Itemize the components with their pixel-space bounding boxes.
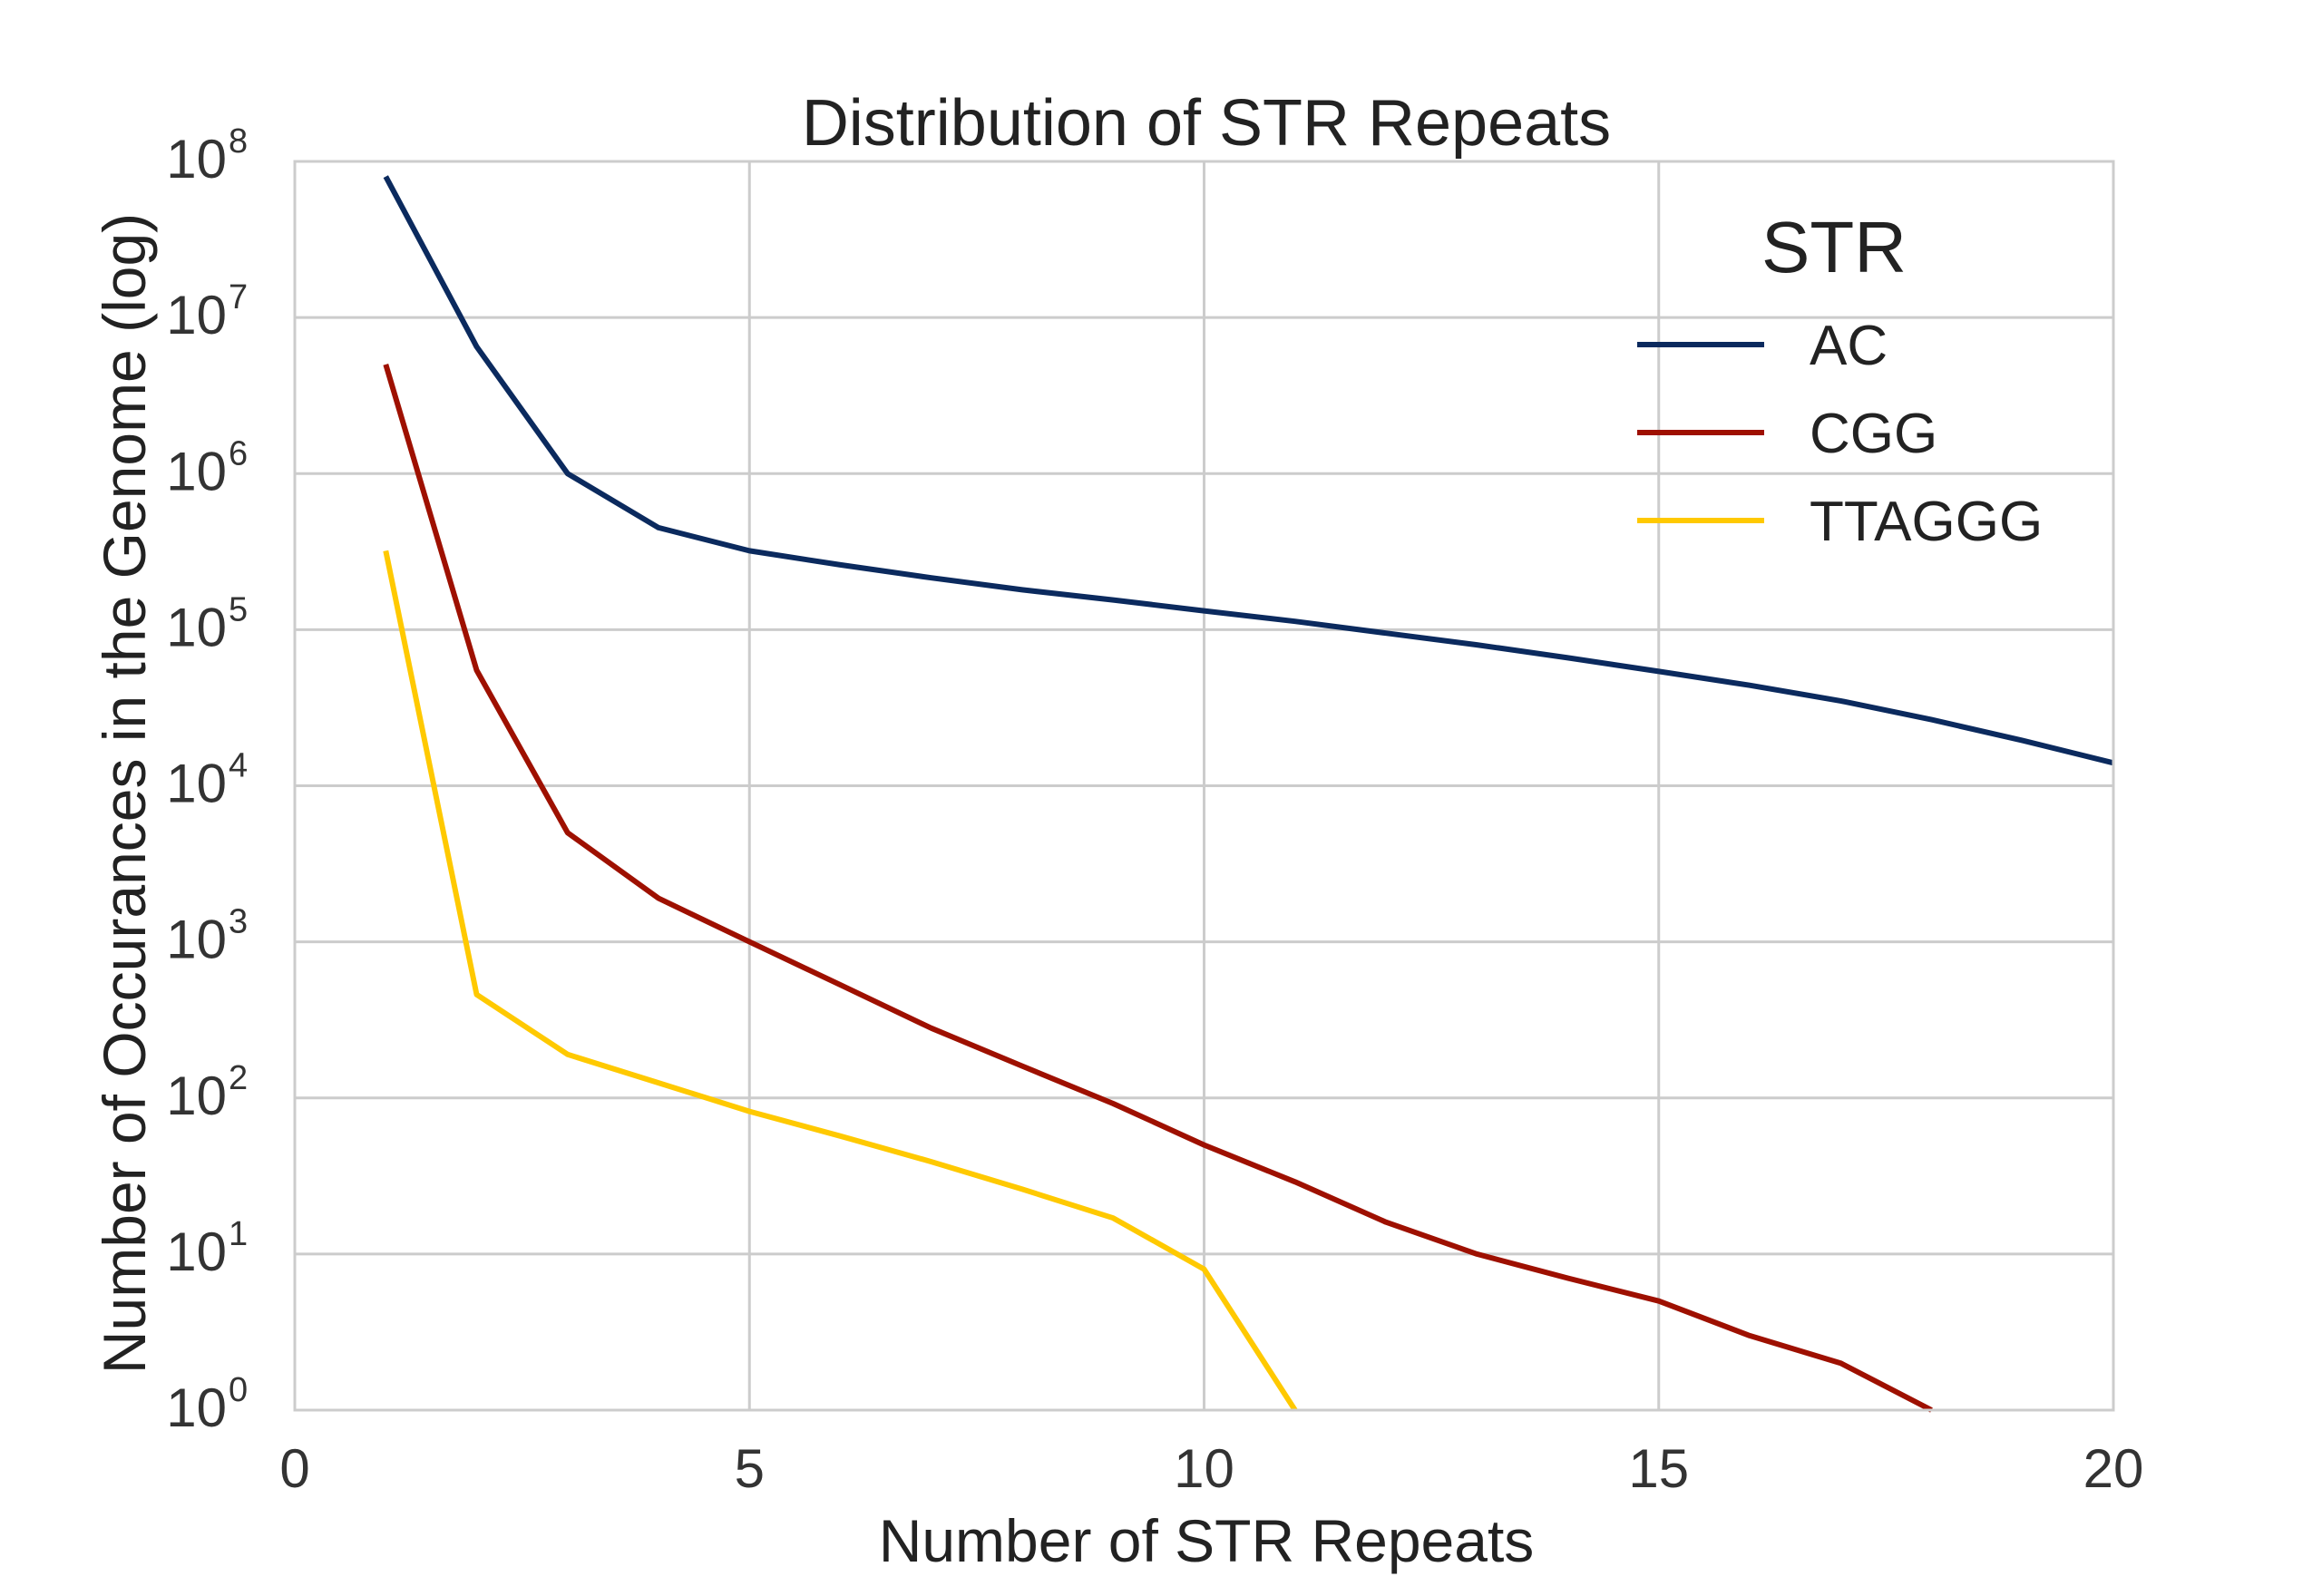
legend-label: TTAGGG <box>1810 491 2043 553</box>
series-line-ac <box>383 175 2114 766</box>
y-tick-exponent: 5 <box>229 590 248 628</box>
series-line-ttaggg <box>383 550 1298 1412</box>
y-tick-base: 10 <box>166 754 227 814</box>
x-tick-label: 0 <box>279 1438 309 1499</box>
x-tick-label: 20 <box>2083 1438 2144 1499</box>
legend-item-ac: AC <box>1637 315 1888 377</box>
y-tick-base: 10 <box>166 441 227 501</box>
x-tick-label: 10 <box>1174 1438 1234 1499</box>
series-line-cgg <box>383 364 1933 1413</box>
y-tick-label: 10 0 <box>166 1371 248 1438</box>
legend-item-cgg: CGG <box>1637 403 1937 465</box>
plot-frame <box>293 160 2115 1412</box>
y-tick-base: 10 <box>166 285 227 345</box>
y-tick-label: 10 1 <box>166 1215 248 1282</box>
y-axis-label: Number of Occurances in the Genome (log) <box>91 213 158 1374</box>
legend-label: AC <box>1810 315 1888 377</box>
y-tick-exponent: 6 <box>229 434 248 472</box>
y-tick-exponent: 4 <box>229 747 248 785</box>
y-tick-exponent: 0 <box>229 1371 248 1409</box>
legend-item-ttaggg: TTAGGG <box>1637 491 2043 553</box>
y-tick-base: 10 <box>166 1221 227 1282</box>
y-tick-label: 10 4 <box>166 747 248 814</box>
chart-title: Distribution of STR Repeats <box>802 87 1611 160</box>
legend-label: CGG <box>1810 403 1937 465</box>
y-tick-label: 10 8 <box>166 122 248 190</box>
y-tick-label: 10 7 <box>166 278 248 345</box>
x-tick-labels: 0 5 10 15 20 <box>279 1438 2143 1499</box>
x-axis-label: Number of STR Repeats <box>879 1507 1535 1574</box>
legend-title: STR <box>1761 207 1907 287</box>
y-tick-exponent: 3 <box>229 903 248 941</box>
y-tick-exponent: 1 <box>229 1215 248 1253</box>
y-tick-exponent: 2 <box>229 1059 248 1097</box>
y-tick-label: 10 2 <box>166 1059 248 1126</box>
y-tick-label: 10 3 <box>166 903 248 970</box>
y-tick-label: 10 5 <box>166 590 248 657</box>
y-tick-base: 10 <box>166 1377 227 1438</box>
y-tick-exponent: 8 <box>229 122 248 161</box>
y-tick-label: 10 6 <box>166 434 248 501</box>
y-tick-base: 10 <box>166 1066 227 1126</box>
x-tick-label: 15 <box>1628 1438 1689 1499</box>
x-tick-label: 5 <box>735 1438 765 1499</box>
series-lines <box>383 175 2114 1413</box>
y-tick-exponent: 7 <box>229 278 248 316</box>
y-tick-base: 10 <box>166 597 227 657</box>
legend: STR AC CGG TTAGGG <box>1637 207 2043 553</box>
y-tick-base: 10 <box>166 129 227 190</box>
y-tick-base: 10 <box>166 910 227 970</box>
